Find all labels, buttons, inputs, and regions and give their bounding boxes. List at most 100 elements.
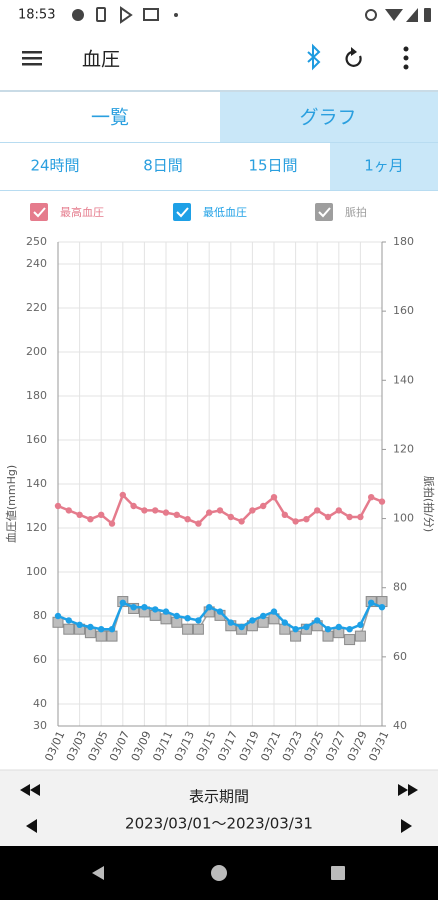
nav-recents[interactable] [331,866,345,880]
period-selected[interactable] [330,143,438,190]
point [141,604,148,611]
tab-label: 一覧 [91,107,129,129]
point [314,617,321,624]
arrow [398,784,408,796]
arrow [30,784,40,796]
point-square [322,630,334,642]
point-square [160,613,172,625]
period-label[interactable]: 8日間 [143,157,183,175]
nav-home[interactable] [211,865,227,881]
point [335,507,342,514]
y-tick-label: 120 [26,521,47,534]
legend-check [318,207,331,218]
point-square [95,630,107,642]
point [184,615,191,622]
point [335,623,342,631]
status-signal [406,8,418,22]
legend-label: 最低血圧 [203,205,247,219]
point-square [354,630,366,642]
point-square [290,630,302,642]
point [249,507,256,514]
tab-graph-selected[interactable] [220,92,438,142]
next-fast-button[interactable] [398,784,418,796]
bluetooth-button[interactable] [307,43,321,71]
y-tick-label: 60 [33,653,47,666]
point [260,502,267,510]
y2-tick-label: 100 [393,512,414,525]
status-icon [72,9,84,21]
period-label[interactable]: 24時間 [30,157,79,175]
tab-list[interactable] [0,92,220,142]
prev-button[interactable] [26,819,37,833]
nav-back[interactable] [92,866,104,880]
point-square [182,623,194,635]
y2-tick-label: 120 [393,442,414,455]
dot [403,64,409,70]
y2-axis-title: 脈拍(拍/分) [422,476,436,532]
y-axis-title: 血圧値(mmHg) [4,465,18,543]
point [108,626,116,633]
y-tick-label: 160 [26,433,47,446]
point [303,623,310,631]
status-icon [120,6,133,24]
y2-tick-label: 80 [393,581,407,594]
y2-tick-label: 160 [393,304,414,317]
point [173,511,180,518]
period-label[interactable]: 15日間 [248,157,297,175]
point [141,507,148,514]
point [76,511,83,518]
y-tick-label: 30 [33,719,47,732]
point [281,619,288,626]
arrow [408,784,418,796]
menu-button[interactable] [22,51,42,66]
point [216,507,224,514]
point [54,502,62,510]
overflow-button[interactable] [403,46,409,70]
y2-tick-label: 40 [393,719,407,732]
point [324,513,332,521]
point [76,621,83,628]
period-range: 2023/03/01～2023/03/31 [125,815,313,833]
status-bar [0,0,438,34]
refresh-button[interactable] [345,50,362,67]
point [368,494,375,501]
status-icon [365,9,377,21]
next-button[interactable] [401,819,412,833]
point [152,507,159,514]
point [162,509,170,516]
chart: 最高血圧 最低血圧 脈拍 30 40 60 80 100 120 140 160 180 200 220 2… [4,203,436,763]
menu-line [22,63,42,66]
footer [0,770,438,846]
point-square [192,623,204,635]
y-tick-label: 200 [26,345,47,358]
refresh-arrow [351,47,357,56]
point [227,619,234,626]
point [357,513,364,521]
point [368,599,375,606]
point [303,516,310,523]
y-tick-label: 180 [26,389,47,402]
y2-tick-label: 60 [393,650,407,663]
y-tick-label: 240 [26,257,47,270]
y-tick-label: 40 [33,697,47,710]
y2-tick-label: 140 [393,373,414,386]
point [238,518,245,525]
period-label[interactable]: 1ヶ月 [364,157,404,175]
point [87,516,94,523]
point [54,612,62,620]
point [173,612,180,620]
legend-label: 最高血圧 [60,205,104,219]
point-square [344,634,356,646]
point [130,604,137,611]
point [378,604,386,611]
point [270,494,278,501]
prev-fast-button[interactable] [20,784,40,796]
status-wifi [385,9,403,21]
status-icon [143,8,159,21]
point [378,498,386,505]
point [216,608,224,615]
y-tick-label: 220 [26,301,47,314]
point [65,617,73,624]
